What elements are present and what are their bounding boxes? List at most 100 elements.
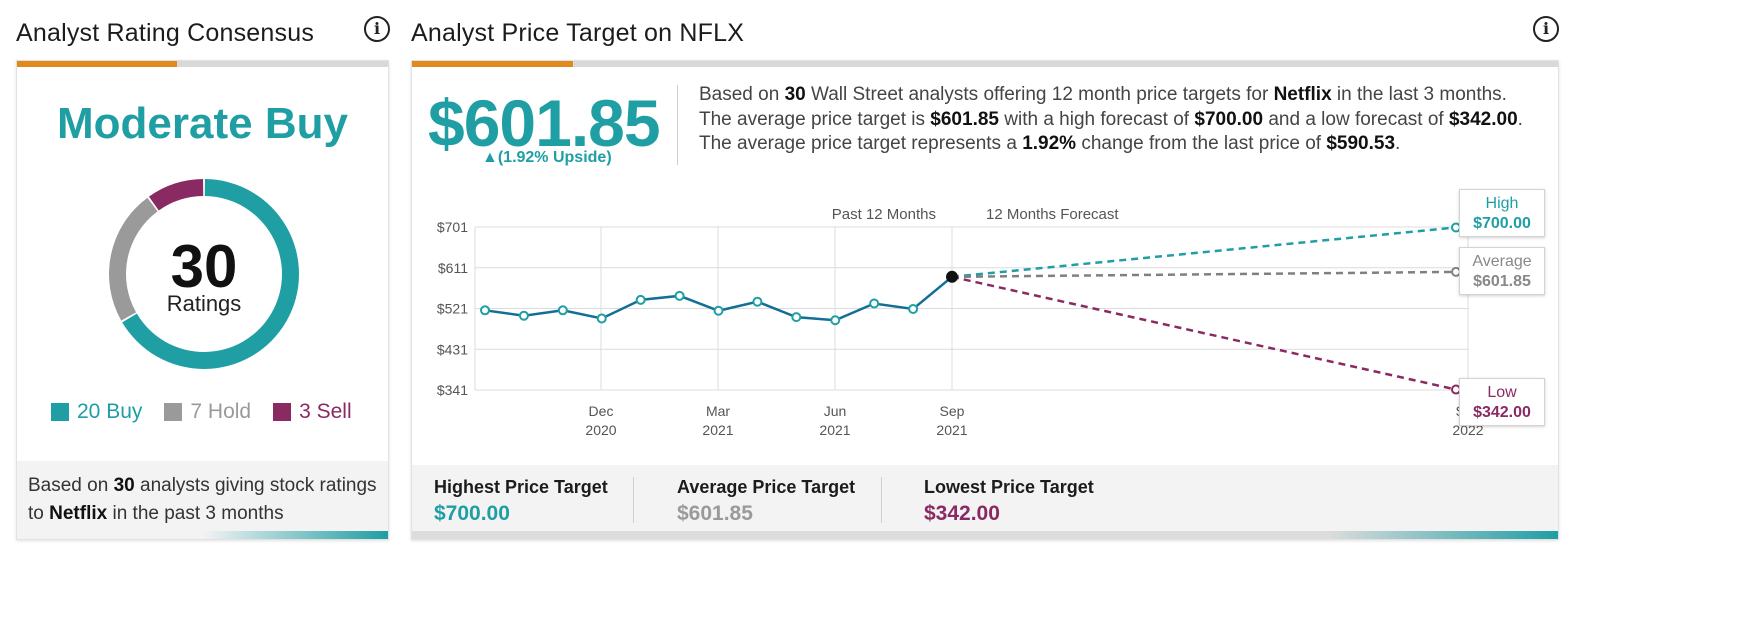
card-top-bar (17, 61, 388, 67)
ratings-donut: 30 Ratings (104, 174, 304, 374)
low-callout: Low $342.00 (1459, 378, 1545, 426)
history-point (791, 312, 802, 323)
legend-swatch-hold (164, 403, 183, 421)
history-point (752, 296, 763, 307)
footer-company: Netflix (49, 503, 108, 524)
summary-company: Netflix (1273, 84, 1332, 105)
x-tick-month: Mar (706, 403, 730, 419)
summary-text: in the last 3 months. The average price … (699, 84, 1507, 130)
highest-target-title: Highest Price Target (434, 477, 608, 497)
low-callout-label: Low (1487, 384, 1517, 401)
x-tick-year: 2020 (585, 422, 616, 438)
history-point (557, 305, 568, 316)
card-top-bar (412, 61, 1558, 67)
legend-label-hold: 7 Hold (190, 400, 252, 423)
history-point (674, 290, 685, 301)
price-targets-bar: Highest Price Target $700.00 Average Pri… (412, 465, 1558, 531)
consensus-rating: Moderate Buy (57, 99, 348, 148)
info-icon[interactable]: i (364, 16, 390, 42)
summary-text: Based on (699, 84, 785, 105)
current-price-point (946, 270, 958, 283)
average-callout: Average $601.85 (1459, 247, 1545, 295)
average-target-value: $601.85 (677, 502, 753, 525)
average-target-title: Average Price Target (677, 477, 856, 497)
targets-divider (881, 477, 882, 523)
rating-footer: Based on 30 analysts giving stock rating… (17, 461, 388, 531)
price-panel-title: Analyst Price Target on NFLX (411, 19, 745, 47)
section-label-past: Past 12 Months (832, 206, 936, 223)
average-price-target: $601.85 (428, 86, 661, 160)
footer-count: 30 (113, 475, 135, 496)
x-tick-year: 2021 (936, 422, 967, 438)
price-target-chart: $701 $611 $521 $431 $341 Dec 2020 Mar 2021 Jun 202… (437, 206, 1484, 438)
lowest-target-title: Lowest Price Target (924, 477, 1094, 497)
price-summary: Based on 30 Wall Street analysts offerin… (699, 83, 1539, 157)
history-point (713, 305, 724, 316)
card-top-accent (412, 61, 573, 67)
highest-target-value: $700.00 (434, 502, 510, 525)
donut-slice-hold (108, 197, 158, 321)
x-tick-month: Sep (940, 403, 965, 419)
summary-count: 30 (784, 84, 806, 105)
history-point (480, 305, 490, 316)
summary-percent: 1.92% (1022, 133, 1077, 154)
x-tick-year: 2021 (702, 422, 733, 438)
history-point (596, 313, 607, 324)
y-tick-label: $701 (437, 219, 468, 235)
y-tick-label: $521 (437, 301, 468, 317)
history-point (518, 310, 529, 321)
ratings-label: Ratings (166, 291, 242, 316)
targets-divider (633, 477, 634, 523)
summary-text: change from the last price of (1076, 133, 1327, 154)
forecast-line-low (951, 275, 1457, 391)
ratings-legend: 20 Buy 7 Hold 3 Sell (51, 400, 352, 424)
legend-hold: 7 Hold (164, 400, 251, 424)
donut-chart (108, 179, 299, 369)
y-tick-label: $611 (438, 260, 468, 276)
summary-divider (677, 85, 678, 165)
legend-buy: 20 Buy (51, 400, 142, 424)
rating-card: Moderate Buy 30 Ratings 20 Buy 7 Hold 3 … (16, 60, 389, 540)
low-callout-value: $342.00 (1473, 404, 1531, 421)
forecast-line-average (951, 270, 1457, 279)
average-callout-label: Average (1472, 253, 1532, 270)
summary-text: and a low forecast of (1263, 108, 1449, 130)
info-icon[interactable]: i (1533, 16, 1559, 42)
history-point (830, 315, 841, 326)
summary-low: $342.00 (1448, 108, 1518, 130)
ratings-count: 30 (170, 233, 238, 300)
legend-swatch-sell (273, 403, 292, 421)
legend-swatch-buy (51, 403, 69, 421)
history-point (869, 298, 880, 309)
legend-sell: 3 Sell (273, 400, 352, 424)
legend-label-sell: 3 Sell (299, 400, 352, 423)
price-target-card: $601.85 ▲(1.92% Upside) Based on 30 Wall… (411, 60, 1559, 540)
summary-high: $700.00 (1194, 108, 1264, 130)
summary-text: . (1395, 133, 1401, 154)
legend-label-buy: 20 Buy (77, 400, 143, 423)
high-callout: High $700.00 (1459, 189, 1545, 237)
y-tick-label: $431 (437, 341, 468, 357)
forecast-line-high (951, 226, 1457, 279)
summary-text: . The average price target represents a (699, 108, 1523, 155)
average-callout-value: $601.85 (1473, 273, 1531, 290)
history-point (908, 303, 919, 314)
y-tick-label: $341 (437, 382, 468, 398)
high-callout-label: High (1485, 195, 1519, 212)
x-tick-month: Jun (824, 403, 847, 419)
x-tick-year: 2021 (819, 422, 850, 438)
summary-average: $601.85 (930, 108, 999, 130)
high-callout-value: $700.00 (1473, 215, 1531, 232)
rating-panel-title: Analyst Rating Consensus (16, 19, 315, 47)
summary-last-price: $590.53 (1326, 133, 1396, 154)
targets-accent-strip (412, 531, 1558, 539)
summary-text: Wall Street analysts offering 12 month p… (805, 84, 1274, 105)
x-tick-year: 2022 (1452, 422, 1483, 438)
footer-accent-strip (17, 531, 388, 539)
highest-target: Highest Price Target $700.00 (434, 477, 608, 526)
lowest-target-value: $342.00 (924, 502, 1000, 525)
upside-indicator: ▲(1.92% Upside) (482, 149, 612, 166)
donut-slice-sell (148, 179, 204, 211)
section-label-forecast: 12 Months Forecast (986, 206, 1119, 223)
lowest-target: Lowest Price Target $342.00 (924, 477, 1094, 526)
